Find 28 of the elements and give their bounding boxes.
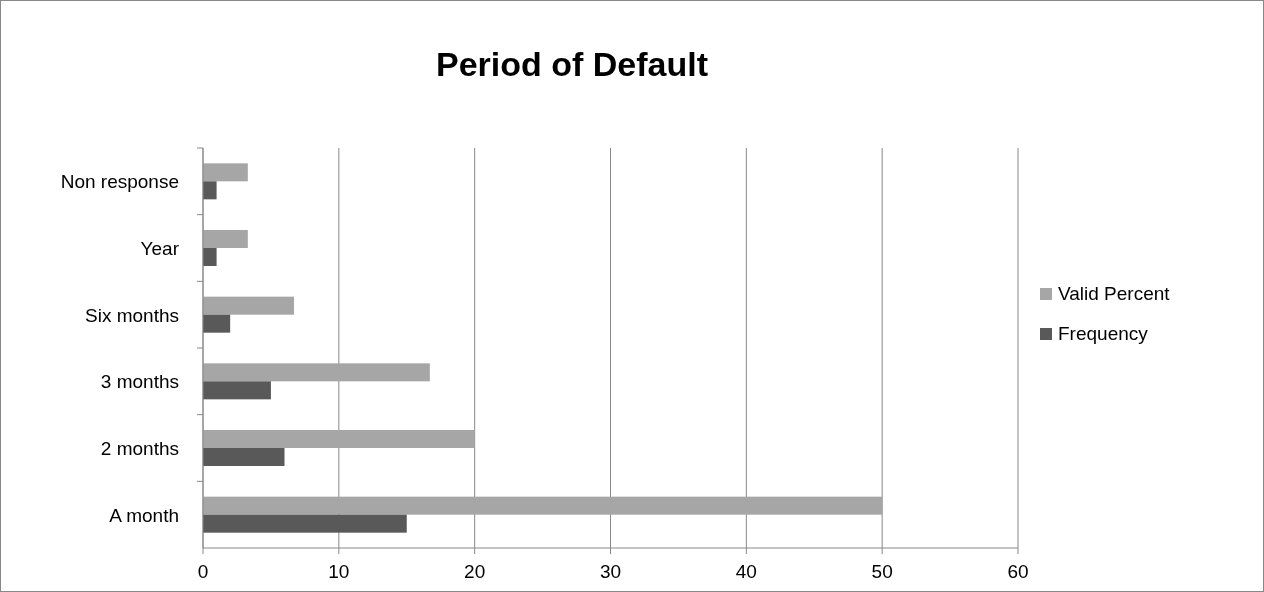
chart-title: Period of Default	[435, 45, 709, 83]
bar	[203, 181, 217, 200]
bar	[203, 381, 271, 400]
bar	[203, 363, 430, 382]
bar	[203, 230, 248, 248]
bar	[203, 163, 248, 182]
y-tick-label: 2 months	[100, 438, 179, 459]
x-tick-label: 30	[599, 561, 622, 582]
x-tick-label: 10	[328, 561, 350, 582]
x-tick-label: 60	[1007, 561, 1029, 582]
bar	[203, 248, 217, 266]
y-tick-label: 3 months	[100, 371, 179, 393]
bar	[203, 448, 285, 466]
legend-label: Frequency	[1058, 323, 1149, 344]
bar	[203, 430, 475, 448]
y-tick-label: Non response	[60, 171, 179, 193]
x-tick-label: 40	[735, 561, 757, 582]
bar	[203, 296, 295, 315]
y-tick-label: A month	[109, 504, 179, 526]
bar	[203, 314, 231, 333]
y-tick-label: Six months	[85, 304, 179, 326]
bar	[203, 496, 883, 515]
x-tick-label: 50	[871, 561, 893, 582]
x-tick-label: 20	[464, 561, 486, 582]
x-tick-label: 0	[197, 561, 209, 582]
bar	[203, 514, 407, 533]
legend-label: Valid Percent	[1058, 283, 1171, 304]
y-tick-label: Year	[140, 238, 180, 259]
